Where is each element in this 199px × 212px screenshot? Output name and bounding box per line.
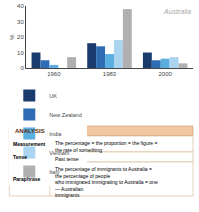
svg-text:40: 40 bbox=[17, 3, 24, 9]
svg-text:UK: UK bbox=[49, 93, 57, 99]
svg-text:Paraphrase: Paraphrase bbox=[13, 176, 40, 182]
svg-text:New Zealand: New Zealand bbox=[49, 112, 81, 118]
svg-text:2000: 2000 bbox=[158, 71, 172, 77]
svg-text:1983: 1983 bbox=[103, 71, 117, 77]
svg-text:0: 0 bbox=[20, 65, 24, 71]
svg-text:The percentage = the proportio: The percentage = the proportion = the fi… bbox=[55, 140, 158, 153]
svg-text:India: India bbox=[49, 131, 62, 137]
svg-text:20: 20 bbox=[17, 34, 24, 40]
svg-text:10: 10 bbox=[17, 50, 24, 56]
svg-text:Australia: Australia bbox=[163, 8, 191, 15]
svg-text:30: 30 bbox=[17, 19, 24, 25]
svg-text:Past tense: Past tense bbox=[55, 156, 79, 162]
svg-text:Measurement: Measurement bbox=[13, 141, 46, 147]
svg-text:Italy: Italy bbox=[49, 169, 59, 175]
svg-text:1960: 1960 bbox=[47, 71, 61, 77]
svg-text:ANALYSIS: ANALYSIS bbox=[15, 128, 45, 134]
svg-text:Tense: Tense bbox=[13, 154, 27, 160]
svg-text:The percentage of immigrants t: The percentage of immigrants to Australi… bbox=[55, 166, 158, 198]
svg-text:Vietnam: Vietnam bbox=[49, 150, 69, 156]
svg-text:%: % bbox=[9, 34, 15, 40]
